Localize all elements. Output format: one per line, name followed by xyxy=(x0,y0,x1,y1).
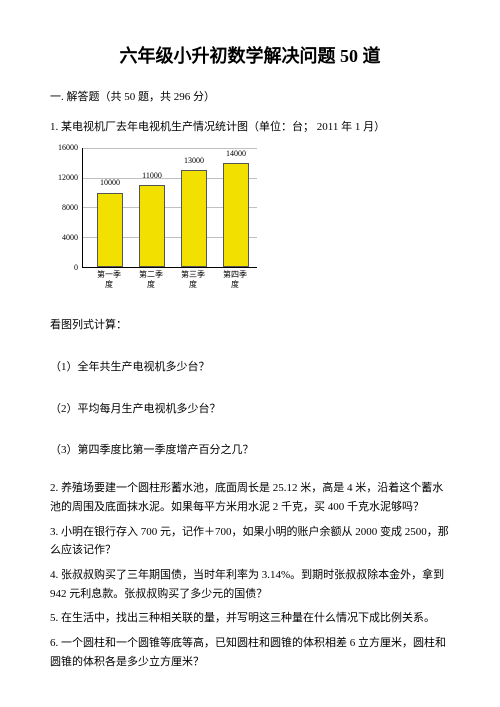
x-tick-label: 第二季度 xyxy=(136,270,166,289)
question-3: 3. 小明在银行存入 700 元，记作＋700，如果小明的账户余额从 2000 … xyxy=(50,523,450,560)
question-5: 5. 在生活中，找出三种相关联的量，并写明这三种量在什么情况下成比例关系。 xyxy=(50,609,450,628)
x-cat: 第二季度 xyxy=(139,270,163,289)
question-2: 2. 养殖场要建一个圆柱形蓄水池，底面周长是 25.12 米，高是 4 米，沿着… xyxy=(50,479,450,516)
y-tick-label: 16000 xyxy=(58,141,78,155)
question-6: 6. 一个圆柱和一个圆锥等底等高，已知圆柱和圆锥的体积相差 6 立方厘米，圆柱和… xyxy=(50,634,450,671)
bar-chart: 16000 12000 8000 4000 0 10000 11000 1300… xyxy=(50,148,270,298)
page-title: 六年级小升初数学解决问题 50 道 xyxy=(50,40,450,72)
y-tick-label: 8000 xyxy=(62,201,78,215)
section-header: 一. 解答题（共 50 题，共 296 分） xyxy=(50,88,450,108)
x-cat: 第一季度 xyxy=(97,270,121,289)
bar-q4 xyxy=(223,163,249,267)
question-4: 4. 张叔叔购买了三年期国债，当时年利率为 3.14%。到期时张叔叔除本金外，拿… xyxy=(50,566,450,603)
q1-sub1: （1）全年共生产电视机多少台？ xyxy=(50,358,450,378)
x-tick-label: 第三季度 xyxy=(178,270,208,289)
bar-q1 xyxy=(97,193,123,267)
q1-sub2: （2）平均每月生产电视机多少台？ xyxy=(50,400,450,420)
bar-value-label: 14000 xyxy=(216,147,256,161)
x-cat: 第三季度 xyxy=(181,270,205,289)
bar-value-label: 11000 xyxy=(132,169,172,183)
y-tick-label: 0 xyxy=(74,261,78,275)
bar-q3 xyxy=(181,170,207,267)
y-tick-label: 4000 xyxy=(62,231,78,245)
chart-instruction: 看图列式计算： xyxy=(50,316,450,336)
y-tick-label: 12000 xyxy=(58,171,78,185)
plot-area: 10000 11000 13000 14000 xyxy=(82,148,257,268)
q1-sub3: （3）第四季度比第一季度增产百分之几？ xyxy=(50,441,450,461)
x-cat: 第四季度 xyxy=(223,270,247,289)
x-tick-label: 第四季度 xyxy=(220,270,250,289)
bar-value-label: 13000 xyxy=(174,154,214,168)
question-1: 1. 某电视机厂去年电视机生产情况统计图（单位：台； 2011 年 1 月） xyxy=(50,118,450,138)
y-axis: 16000 12000 8000 4000 0 xyxy=(50,148,82,268)
x-tick-label: 第一季度 xyxy=(94,270,124,289)
bar-q2 xyxy=(139,185,165,267)
bar-value-label: 10000 xyxy=(90,176,130,190)
